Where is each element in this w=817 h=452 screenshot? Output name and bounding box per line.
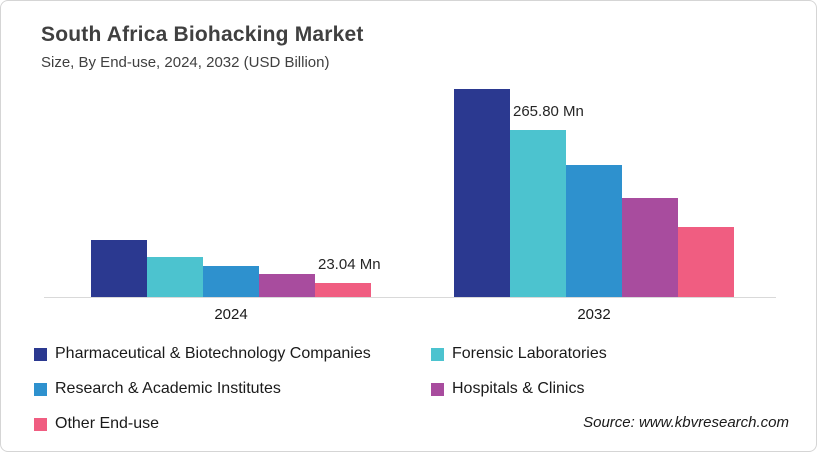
chart-title: South Africa Biohacking Market <box>41 23 364 46</box>
legend-label-research: Research & Academic Institutes <box>55 380 281 397</box>
legend-item-forensic: Forensic Laboratories <box>431 345 607 363</box>
legend-swatch-research-icon <box>34 382 47 396</box>
legend-swatch-hospitals-icon <box>431 382 444 396</box>
bar-2024-pharmaceutical-biotechnology-companies <box>91 240 147 297</box>
x-axis <box>44 297 776 298</box>
bar-2024-forensic-laboratories <box>147 257 203 297</box>
data-label-2024: 23.04 Mn <box>318 256 381 273</box>
bar-2032-other-end-use <box>678 227 734 297</box>
bar-2032-pharmaceutical-biotechnology-companies <box>454 89 510 297</box>
bar-2024-other-end-use <box>315 283 371 297</box>
x-tick-2024: 2024 <box>214 306 248 323</box>
source-text: Source: www.kbvresearch.com <box>583 414 789 431</box>
bar-2032-research-academic-institutes <box>566 165 622 297</box>
bar-2024-research-academic-institutes <box>203 266 259 297</box>
legend-item-pharma: Pharmaceutical & Biotechnology Companies <box>34 345 371 363</box>
legend-swatch-other-icon <box>34 417 47 431</box>
legend-label-pharma: Pharmaceutical & Biotechnology Companies <box>55 345 371 362</box>
legend-label-hospitals: Hospitals & Clinics <box>452 380 585 397</box>
legend-label-other: Other End-use <box>55 415 160 432</box>
legend-swatch-pharma-icon <box>34 347 47 361</box>
data-label-2032: 265.80 Mn <box>513 103 584 120</box>
bar-2032-hospitals-clinics <box>622 198 678 297</box>
legend-item-hospitals: Hospitals & Clinics <box>431 380 584 398</box>
legend-label-forensic: Forensic Laboratories <box>452 345 607 362</box>
bar-2024-hospitals-clinics <box>259 274 315 297</box>
bar-2032-forensic-laboratories <box>510 130 566 297</box>
chart-subtitle: Size, By End-use, 2024, 2032 (USD Billio… <box>41 54 330 71</box>
legend-item-research: Research & Academic Institutes <box>34 380 281 398</box>
x-tick-2032: 2032 <box>577 306 611 323</box>
legend-swatch-forensic-icon <box>431 347 444 361</box>
legend-item-other: Other End-use <box>34 415 159 433</box>
plot-area: 23.04 Mn 265.80 Mn <box>44 81 776 298</box>
